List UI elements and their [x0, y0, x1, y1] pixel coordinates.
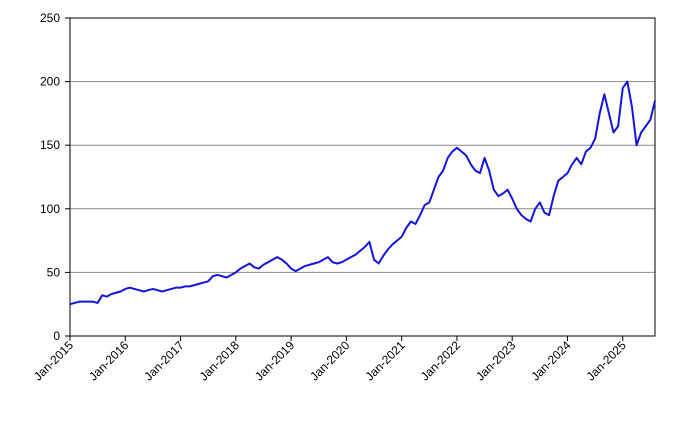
- x-tick-label: Jan-2018: [197, 338, 243, 384]
- x-tick-label: Jan-2020: [307, 338, 353, 384]
- x-tick-label: Jan-2016: [86, 338, 132, 384]
- x-tick-label: Jan-2015: [31, 338, 77, 384]
- y-tick-label: 250: [40, 11, 60, 25]
- x-tick-label: Jan-2023: [473, 338, 519, 384]
- x-tick-label: Jan-2024: [528, 338, 574, 384]
- data-line: [69, 80, 656, 306]
- y-tick-label: 0: [53, 329, 60, 343]
- x-tick-label: Jan-2025: [584, 338, 630, 384]
- y-tick-label: 200: [40, 75, 60, 89]
- x-tick-label: Jan-2019: [252, 338, 298, 384]
- x-tick-label: Jan-2021: [362, 338, 408, 384]
- x-tick-label: Jan-2017: [141, 338, 187, 384]
- x-tick-label: Jan-2022: [418, 338, 464, 384]
- y-tick-label: 50: [47, 265, 61, 279]
- y-tick-label: 150: [40, 138, 60, 152]
- plot-frame: [69, 17, 656, 337]
- y-tick-label: 100: [40, 202, 60, 216]
